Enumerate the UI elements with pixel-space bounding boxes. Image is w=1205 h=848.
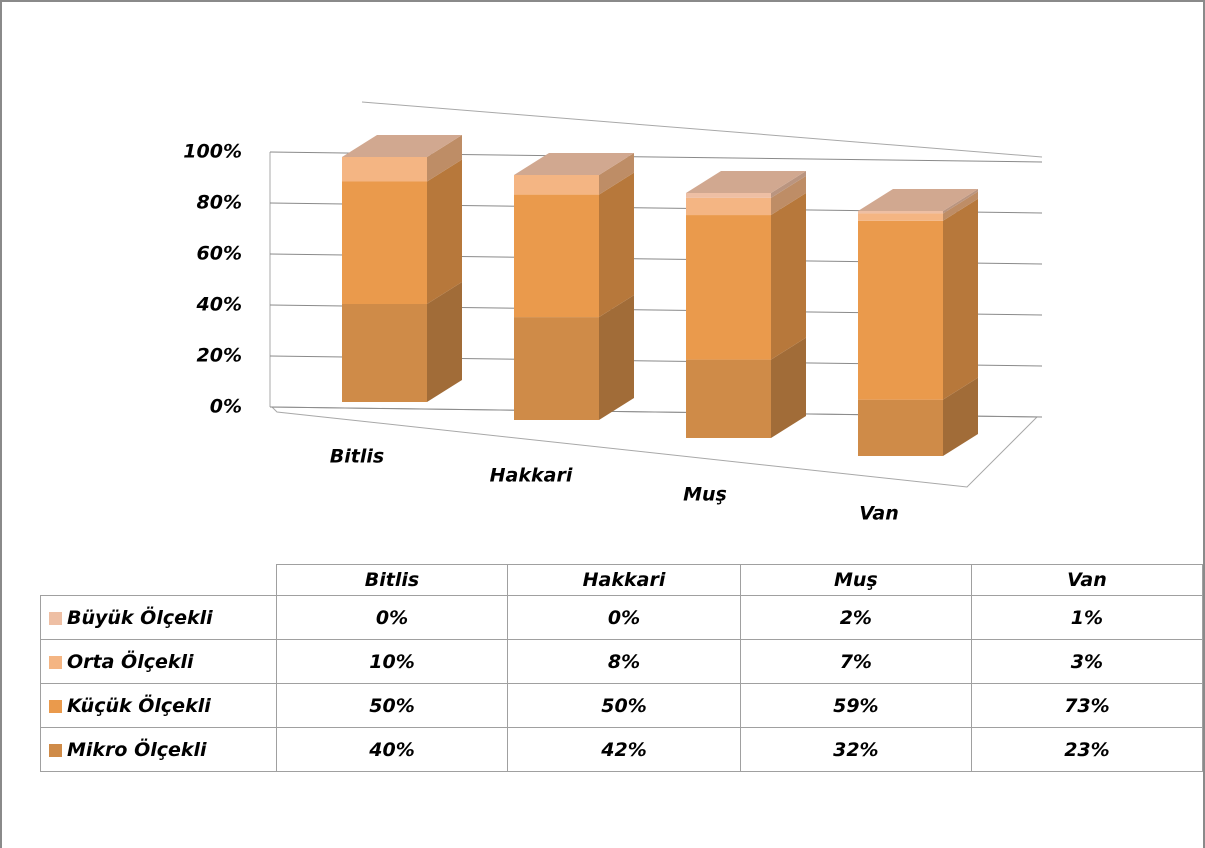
bar-segment-side	[599, 172, 634, 318]
table-cell: 3%	[970, 639, 1203, 684]
table-cell: 50%	[275, 683, 509, 728]
bar-segment-side	[943, 377, 978, 456]
bar-segment-side	[771, 193, 806, 360]
table-header-row: Bitlis Hakkari Muş Van	[40, 564, 1203, 596]
bar-segment	[686, 215, 771, 360]
bar-top	[858, 189, 978, 211]
y-tick-label: 60%	[197, 243, 242, 265]
bar-segment	[858, 399, 943, 456]
legend-swatch	[49, 699, 62, 713]
bar-segment-side	[599, 153, 634, 195]
y-tick-label: 20%	[197, 345, 242, 367]
bar-segment	[514, 175, 599, 195]
table-cell: 50%	[507, 683, 741, 728]
bar-segment	[686, 197, 771, 216]
bar-segment-side	[943, 198, 978, 400]
bar-segment	[686, 359, 771, 438]
bar-segment	[858, 213, 943, 221]
x-tick-label: Bitlis	[330, 446, 384, 468]
table-header: Bitlis	[275, 564, 509, 596]
chart: 0% 20% 40% 60% 80% 100% Bitlis Hakkari Muş Van	[183, 101, 1043, 525]
legend-entry: Mikro Ölçekli	[40, 727, 277, 772]
table-cell: 2%	[739, 595, 972, 640]
legend-label: Küçük Ölçekli	[67, 694, 211, 717]
table-cell: 32%	[739, 727, 972, 772]
table-row: Büyük Ölçekli 0% 0% 2% 1%	[40, 595, 1203, 640]
table-cell: 40%	[275, 727, 509, 772]
bar-segment	[858, 211, 943, 214]
bar-segment-side	[771, 175, 806, 216]
table-cell: 7%	[739, 639, 972, 684]
bar-segment	[858, 220, 943, 400]
table-header: Van	[970, 564, 1203, 596]
bar-segment-side	[771, 171, 806, 198]
bar-segment-side	[771, 337, 806, 438]
data-table: Bitlis Hakkari Muş Van Büyük Ölçekli 0% 0% 2% 1%…	[40, 564, 1203, 772]
table-cell: 59%	[739, 683, 972, 728]
bar-segment	[342, 181, 427, 304]
bar-top	[514, 153, 634, 175]
table-row: Mikro Ölçekli 40% 42% 32% 23%	[40, 727, 1203, 772]
y-tick-label: 0%	[210, 396, 242, 418]
legend-entry: Büyük Ölçekli	[40, 595, 277, 640]
y-tick-label: 100%	[183, 141, 242, 163]
table-cell: 42%	[507, 727, 741, 772]
x-tick-label: Hakkari	[490, 465, 573, 487]
bar-segment	[342, 304, 427, 402]
table-cell: 8%	[507, 639, 741, 684]
legend-entry: Orta Ölçekli	[40, 639, 277, 684]
table-cell: 10%	[275, 639, 509, 684]
bar-top	[686, 171, 806, 193]
table-cell: 1%	[970, 595, 1203, 640]
y-tick-label: 40%	[196, 294, 242, 316]
table-cell: 23%	[970, 727, 1203, 772]
table-corner	[40, 564, 277, 596]
bar-top	[342, 135, 462, 157]
bar-segment-side	[943, 191, 978, 221]
bar-segment	[686, 193, 771, 198]
legend-swatch	[49, 655, 62, 669]
legend-label: Büyük Ölçekli	[67, 606, 213, 629]
bar-segment-side	[427, 135, 462, 182]
table-header: Hakkari	[507, 564, 741, 596]
legend-swatch	[49, 611, 62, 625]
legend-swatch	[49, 743, 62, 757]
bar-segment-side	[599, 295, 634, 420]
x-tick-label: Muş	[683, 484, 727, 506]
table-cell: 73%	[970, 683, 1203, 728]
wall-top	[361, 101, 1043, 158]
bar-segment-side	[427, 282, 462, 402]
bar-segment	[342, 157, 427, 182]
table-cell: 0%	[507, 595, 741, 640]
bar-segment	[514, 317, 599, 420]
legend-label: Mikro Ölçekli	[67, 738, 207, 761]
table-header: Muş	[739, 564, 972, 596]
bar-segment	[514, 194, 599, 318]
bar-segment-side	[427, 159, 462, 304]
y-tick-label: 80%	[197, 192, 242, 214]
legend-label: Orta Ölçekli	[67, 650, 194, 673]
legend-entry: Küçük Ölçekli	[40, 683, 277, 728]
x-tick-label: Van	[859, 503, 899, 525]
table-row: Orta Ölçekli 10% 8% 7% 3%	[40, 639, 1203, 684]
table-row: Küçük Ölçekli 50% 50% 59% 73%	[40, 683, 1203, 728]
table-cell: 0%	[275, 595, 509, 640]
bar-segment-side	[943, 189, 978, 214]
